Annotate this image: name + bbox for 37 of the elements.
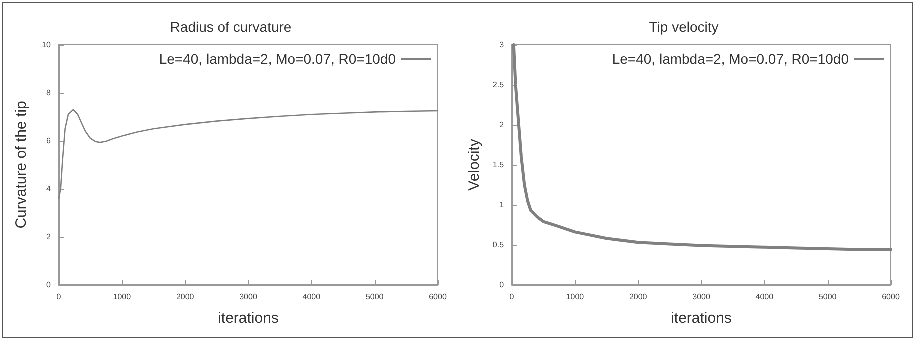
x-tick-label: 3000: [240, 292, 258, 302]
x-tick-label: 5000: [818, 292, 838, 302]
x-tick-label: 1000: [566, 292, 585, 302]
y-tick-label: 4: [46, 184, 52, 194]
y-tick-label: 0: [46, 280, 52, 290]
y-tick-label: 2.5: [492, 80, 505, 90]
x-tick-label: 1000: [113, 292, 132, 302]
x-tick-label: 6000: [429, 292, 448, 302]
line-series: [58, 109, 439, 200]
x-axis-title: iterations: [218, 310, 279, 327]
y-tick-label: 0: [500, 280, 505, 290]
x-tick-label: 2000: [629, 292, 648, 302]
y-tick-label: 6: [46, 136, 52, 146]
x-tick-label: 0: [510, 292, 515, 302]
x-tick-label: 2000: [176, 292, 195, 302]
y-tick-label: 1.5: [492, 160, 505, 170]
y-tick-label: 2: [46, 232, 52, 242]
chart-title: Radius of curvature: [170, 19, 292, 35]
x-tick-label: 3000: [692, 292, 711, 302]
line-series: [512, 44, 892, 252]
y-axis-title: Curvature of the tip: [13, 101, 30, 229]
y-tick-label: 3: [500, 40, 505, 50]
y-tick-label: 0.5: [492, 240, 505, 250]
x-tick-label: 5000: [366, 292, 384, 302]
y-tick-label: 10: [42, 40, 52, 50]
y-axis-title: Velocity: [466, 138, 483, 191]
x-tick-label: 4000: [302, 292, 322, 302]
x-axis-title: iterations: [671, 310, 732, 327]
chart-title: Tip velocity: [649, 19, 719, 35]
legend-label: Le=40, lambda=2, Mo=0.07, R0=10d0: [159, 51, 396, 67]
legend-label: Le=40, lambda=2, Mo=0.07, R0=10d0: [612, 51, 850, 67]
y-tick-label: 8: [46, 88, 52, 98]
x-tick-label: 4000: [756, 292, 774, 302]
x-tick-label: 6000: [882, 292, 900, 302]
x-tick-label: 0: [56, 292, 62, 302]
y-tick-label: 2: [500, 120, 505, 130]
y-tick-label: 1: [500, 200, 505, 210]
